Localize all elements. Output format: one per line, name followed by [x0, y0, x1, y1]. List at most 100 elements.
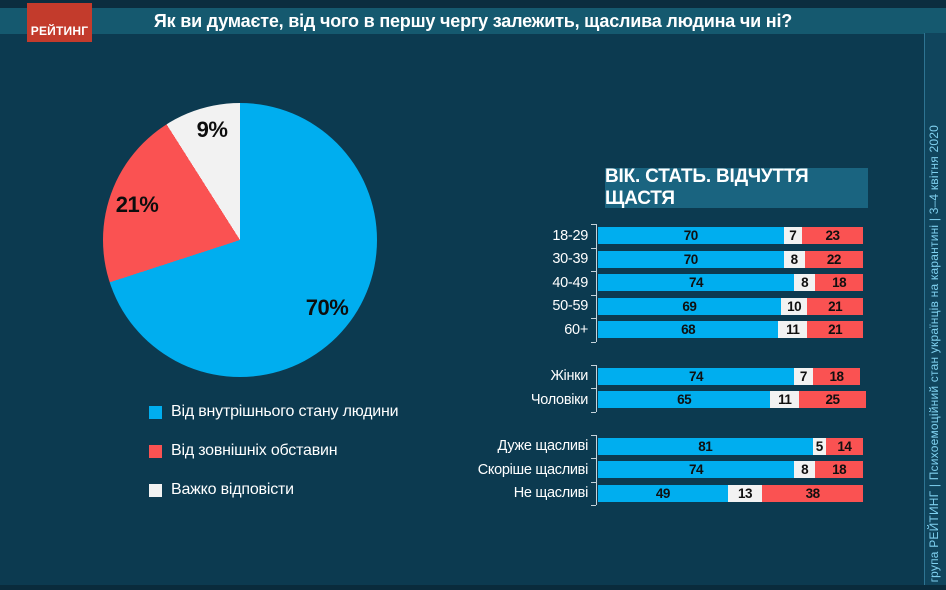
pie-chart [103, 103, 377, 377]
pie-slice-label-external: 21% [115, 192, 159, 217]
bar-axis-tick [591, 247, 596, 249]
bar-group-age: 18-29 70 7 23 30-39 70 8 22 40-49 74 8 18 50-59 69 10 2… [470, 224, 925, 343]
legend-swatch-external [149, 444, 162, 458]
pie-slice-label-hard-to-say: 9% [196, 117, 228, 142]
legend-swatch-hard-to-say [149, 483, 162, 497]
bottom-strip [0, 585, 946, 590]
sidebar-source-text: група РЕЙТИНГ | Психоемоційний стан укра… [927, 124, 941, 582]
bar-row-label: Скоріше щасливі [477, 461, 589, 478]
bar-segment-internal-state: 69 [598, 297, 781, 315]
bar-axis-tick [591, 294, 596, 296]
bar-chart-title: ВІК. СТАТЬ. ВІДЧУТТЯ ЩАСТЯ [605, 166, 868, 209]
bar-track: 74 8 18 [598, 274, 863, 292]
top-strip [0, 0, 946, 8]
bar-axis-line [596, 364, 597, 412]
bar-segment-hard-to-say: 7 [783, 227, 803, 245]
rating-group-logo-text: РЕЙТИНГ [30, 24, 89, 38]
legend-item-external: Від зовнішніх обставин [149, 442, 398, 460]
bar-segment-external-circumstances: 18 [815, 274, 863, 292]
bar-track: 74 8 18 [598, 461, 863, 479]
bar-row: 50-59 69 10 21 [470, 295, 925, 319]
bar-track: 74 7 18 [598, 367, 861, 385]
bar-track: 81 5 14 [598, 437, 863, 455]
bar-segment-external-circumstances: 23 [802, 227, 863, 245]
bar-row: 30-39 70 8 22 [470, 248, 925, 272]
bar-segment-external-circumstances: 14 [825, 437, 863, 455]
bar-segment-hard-to-say: 13 [727, 484, 763, 502]
bar-segment-internal-state: 68 [598, 321, 779, 339]
bar-row: Чоловіки 65 11 25 [470, 388, 925, 412]
bar-row-label: Дуже щасливі [497, 438, 589, 455]
bar-segment-hard-to-say: 8 [794, 274, 816, 292]
bar-track: 65 11 25 [598, 391, 866, 409]
bar-segment-external-circumstances: 21 [807, 297, 863, 315]
header-band [0, 8, 946, 34]
bar-segment-internal-state: 74 [598, 461, 795, 479]
bar-row: Скоріше щасливі 74 8 18 [470, 458, 925, 482]
bar-row-label: 30-39 [552, 251, 588, 268]
bar-track: 70 7 23 [598, 227, 863, 245]
bar-track: 49 13 38 [598, 484, 863, 502]
bar-segment-hard-to-say: 5 [812, 437, 826, 455]
bar-row-label: 18-29 [552, 227, 588, 244]
legend-item-hard-to-say: Важко відповісти [149, 481, 398, 499]
bar-row: 60+ 68 11 21 [470, 318, 925, 342]
pie-legend: Від внутрішнього стану людини Від зовніш… [149, 403, 399, 499]
bar-axis-tick [591, 388, 596, 389]
rating-group-logo: РЕЙТИНГ [27, 3, 92, 42]
bar-axis-tick [591, 458, 596, 459]
bar-axis-tick [591, 505, 596, 506]
bar-axis-tick [591, 341, 596, 343]
bar-segment-external-circumstances: 25 [799, 391, 866, 409]
legend-label-internal: Від внутрішнього стану людини [171, 403, 399, 420]
page-title: Як ви думаєте, від чого в першу чергу за… [153, 11, 793, 31]
bar-segment-internal-state: 70 [598, 250, 784, 268]
bar-row-label: 40-49 [552, 274, 588, 291]
bar-segment-hard-to-say: 7 [794, 367, 813, 385]
bar-segment-external-circumstances: 38 [762, 484, 863, 502]
bar-axis-line [596, 434, 597, 505]
bar-segment-hard-to-say: 8 [794, 461, 816, 479]
bar-axis-tick [591, 434, 596, 436]
bar-row: 18-29 70 7 23 [470, 224, 925, 248]
bar-group-happiness: Дуже щасливі 81 5 14 Скоріше щасливі 74 8 18 Не … [470, 434, 925, 506]
bar-row: Жінки 74 7 18 [470, 365, 925, 389]
bar-row: Дуже щасливі 81 5 14 [470, 435, 925, 459]
legend-item-internal: Від внутрішнього стану людини [149, 403, 399, 421]
bar-axis-tick [591, 224, 596, 225]
bar-row: Не щасливі 49 13 38 [470, 482, 925, 506]
bar-group-gender: Жінки 74 7 18 Чоловіки 65 11 25 [470, 364, 925, 413]
bar-segment-external-circumstances: 21 [807, 321, 863, 339]
bar-track: 68 11 21 [598, 321, 863, 339]
bar-segment-external-circumstances: 22 [804, 250, 863, 268]
right-sidebar: група РЕЙТИНГ | Психоемоційний стан укра… [924, 33, 946, 590]
bar-segment-hard-to-say: 8 [783, 250, 805, 268]
bar-segment-internal-state: 74 [598, 367, 795, 385]
bar-segment-hard-to-say: 10 [780, 297, 808, 315]
bar-segment-external-circumstances: 18 [812, 367, 861, 385]
bar-row-label: 50-59 [552, 298, 588, 315]
legend-swatch-internal [149, 405, 162, 419]
bar-segment-hard-to-say: 11 [778, 321, 808, 339]
bar-segment-internal-state: 70 [598, 227, 784, 245]
bar-segment-internal-state: 65 [598, 391, 771, 409]
bar-row-label: 60+ [564, 321, 588, 338]
stacked-bar-chart: 18-29 70 7 23 30-39 70 8 22 40-49 74 8 18 50-59 69 10 2… [470, 224, 925, 506]
bar-row-label: Жінки [550, 368, 588, 385]
bar-segment-external-circumstances: 18 [815, 461, 863, 479]
bar-axis-line [596, 224, 597, 342]
pie-slice-label-internal: 70% [305, 295, 349, 320]
bar-segment-internal-state: 49 [598, 484, 728, 502]
bar-track: 70 8 22 [598, 250, 863, 268]
bar-row-label: Не щасливі [513, 485, 589, 502]
bar-row: 40-49 74 8 18 [470, 271, 925, 295]
bar-segment-hard-to-say: 11 [770, 391, 800, 409]
bar-track: 69 10 21 [598, 297, 863, 315]
bar-axis-tick [591, 271, 596, 272]
bar-axis-tick [591, 318, 596, 319]
bar-segment-internal-state: 81 [598, 437, 813, 455]
bar-axis-tick [591, 481, 596, 483]
legend-label-external: Від зовнішніх обставин [171, 442, 338, 459]
bar-segment-internal-state: 74 [598, 274, 795, 292]
